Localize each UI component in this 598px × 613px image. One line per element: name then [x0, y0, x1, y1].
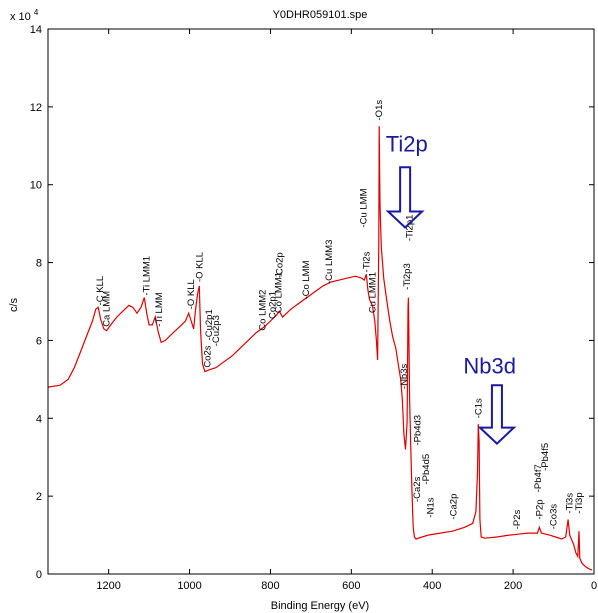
- peak-label: -Ti LMM1: [142, 256, 153, 296]
- x-tick-label: 800: [261, 580, 279, 592]
- peak-label: Co LMM2: [257, 290, 268, 331]
- x-tick-label: 0: [591, 580, 597, 592]
- peak-label: -Ti LMM: [154, 292, 165, 327]
- peak-label: -Pb4f5: [540, 443, 551, 471]
- y-tick-label: 2: [36, 491, 42, 503]
- callout-label: Nb3d: [463, 354, 516, 379]
- x-tick-label: 200: [504, 580, 522, 592]
- callouts: Ti2p Nb3d: [385, 132, 517, 445]
- plot-frame: [47, 28, 595, 575]
- callout-arrow: [477, 384, 517, 445]
- y-tick-label: 0: [36, 569, 42, 581]
- peak-label: -Pb4d5: [421, 454, 432, 485]
- peak-label: Co LMM1: [274, 272, 285, 313]
- callout-label: Ti2p: [386, 132, 428, 157]
- y-tick-label: 4: [36, 413, 42, 425]
- peak-label: -Ti3s: [565, 493, 576, 514]
- x-tick-label: 400: [423, 580, 441, 592]
- plot-area: [48, 29, 594, 574]
- x-tick-label: 1200: [96, 580, 120, 592]
- peak-label: -N1s: [426, 497, 437, 517]
- peak-label: -Pb4d3: [412, 415, 423, 446]
- y-tick-label: 10: [30, 180, 42, 192]
- peak-label: -Cu LMM3: [324, 240, 335, 284]
- peak-label: -Ti2p1: [405, 215, 416, 242]
- peak-label: -Ti2p3: [402, 263, 413, 290]
- x-axis-label: Binding Energy (eV): [271, 600, 369, 612]
- y-tick-label: 14: [30, 24, 42, 36]
- peak-label: -Ca2p: [449, 494, 460, 520]
- x-tick-label: 600: [342, 580, 360, 592]
- peak-label: -O KLL: [195, 252, 206, 282]
- y-tick-label: 12: [30, 102, 42, 114]
- chart-title: Y0DHR059101.spe: [273, 9, 368, 21]
- peak-label: -Cu2p3: [211, 315, 222, 346]
- peak-label: -O KLL: [186, 279, 197, 309]
- peak-label: -P2s: [512, 509, 523, 529]
- peak-label: Cu LMM1: [367, 272, 378, 313]
- y-axis-label: c/s: [8, 297, 20, 312]
- peak-label: -Nb3s: [399, 363, 410, 389]
- y-tick-label: 8: [36, 258, 42, 270]
- y-tick-label: 6: [36, 335, 42, 347]
- peak-label: -Ti3p: [574, 492, 585, 513]
- spectrum-line: [47, 126, 593, 571]
- peak-label: Co2p1: [267, 291, 278, 319]
- peak-label: -P2p: [534, 499, 545, 519]
- peak-label: -C KLL: [95, 276, 106, 306]
- y-exponent-label: x 10 4: [10, 8, 39, 23]
- peak-label: -Cu LMM: [358, 188, 369, 227]
- spectrum-series: [47, 126, 593, 571]
- peak-label: -Co LMM: [301, 260, 312, 299]
- peak-label: -C1s: [474, 398, 485, 418]
- peak-label: Ca LMM: [102, 291, 113, 327]
- peak-label: -Pb4f7: [533, 464, 544, 492]
- peak-label: Co2s: [203, 345, 214, 367]
- x-tick-label: 1000: [177, 580, 201, 592]
- callout-arrow: [385, 166, 425, 229]
- peak-label: -Co2p: [274, 252, 285, 278]
- y-exponent-power: 4: [34, 8, 39, 17]
- peak-label: -O1s: [374, 100, 385, 121]
- peak-label: -Co3s: [549, 504, 560, 530]
- peak-label: -Ca2s: [412, 476, 423, 502]
- peak-label: -Ti2s: [362, 251, 373, 272]
- peak-label: -Cu2p1: [204, 309, 215, 340]
- y-exponent-base: x 10: [10, 11, 31, 23]
